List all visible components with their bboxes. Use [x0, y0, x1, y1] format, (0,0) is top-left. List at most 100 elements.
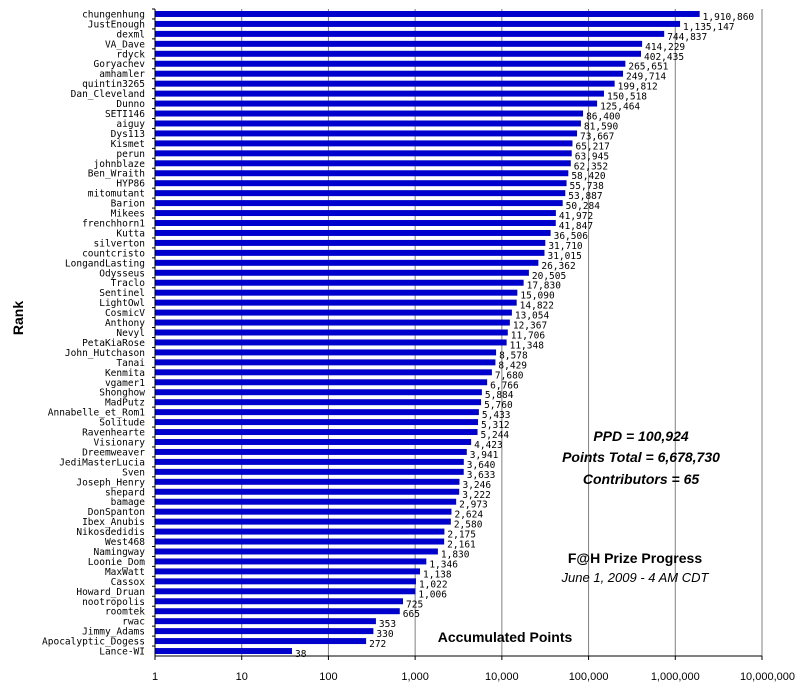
bar: [155, 588, 416, 595]
bar: [155, 578, 416, 585]
value-label: 353: [379, 619, 396, 630]
bar: [155, 160, 571, 167]
category-label: JustEnough: [88, 19, 145, 30]
category-label: Ravenhearte: [82, 428, 145, 439]
value-label: 41,847: [559, 221, 593, 232]
bar: [155, 608, 400, 615]
value-labels: 1,910,8601,135,147744,837414,229402,4352…: [295, 12, 754, 660]
bar: [155, 20, 681, 27]
bars: [155, 10, 700, 655]
category-label: Sven: [122, 467, 145, 478]
value-label: 8,578: [499, 350, 528, 361]
bar: [155, 289, 518, 296]
value-label: 55,738: [570, 181, 605, 192]
category-label: vgamer1: [105, 378, 145, 389]
value-label: 26,362: [541, 261, 575, 272]
value-label: 5,244: [481, 430, 510, 441]
category-label: quintin3265: [82, 79, 145, 90]
value-label: 36,506: [554, 231, 589, 242]
category-label: Solitude: [99, 418, 145, 429]
bar: [155, 538, 445, 545]
value-label: 4,423: [474, 440, 503, 451]
category-labels: chungenhungJustEnoughdexmlVA_DaverdyckGo…: [42, 9, 145, 657]
value-label: 62,352: [574, 161, 608, 172]
category-label: Kismet: [111, 139, 145, 150]
bar: [155, 170, 569, 177]
category-label: Howard_Druan: [76, 587, 145, 598]
value-label: 5,312: [481, 420, 510, 431]
category-label: Anthony: [105, 318, 145, 329]
value-label: 2,624: [454, 510, 483, 521]
value-label: 1,138: [423, 569, 452, 580]
bar: [155, 60, 626, 67]
bar: [155, 110, 584, 117]
category-label: Kenmita: [105, 368, 145, 379]
bar: [155, 30, 665, 37]
category-label: Apocalyptic_Dogess: [42, 637, 145, 648]
contributors-annotation: Contributors = 65: [583, 471, 700, 487]
category-label: John_Hutchason: [65, 348, 145, 359]
value-label: 31,710: [548, 241, 583, 252]
value-label: 2,580: [454, 520, 483, 531]
x-tick-label: 10,000,000: [740, 671, 795, 683]
value-label: 330: [376, 629, 393, 640]
bar: [155, 40, 643, 47]
bar: [155, 439, 472, 445]
value-label: 41,972: [559, 211, 593, 222]
category-label: countcristo: [82, 248, 145, 259]
bar: [155, 239, 546, 246]
x-tick-label: 100: [319, 671, 337, 683]
bar: [155, 229, 551, 236]
value-label: 63,945: [575, 151, 609, 162]
bar: [155, 70, 624, 77]
category-label: rdyck: [116, 49, 145, 60]
category-label: Namingway: [94, 547, 146, 558]
value-label: 11,348: [510, 340, 545, 351]
category-label: VA_Dave: [105, 39, 145, 50]
category-label: frenchhorn1: [82, 219, 145, 230]
bar: [155, 259, 539, 266]
value-label: 2,161: [447, 540, 476, 551]
bar: [155, 339, 507, 346]
value-label: 13,054: [515, 311, 550, 322]
value-label: 3,222: [462, 490, 491, 501]
bar: [155, 10, 700, 17]
category-label: Dys113: [111, 129, 145, 140]
category-label: chungenhung: [82, 9, 145, 20]
value-label: 31,015: [547, 251, 581, 262]
bar: [155, 458, 464, 465]
category-label: MaxWatt: [105, 567, 145, 578]
bar: [155, 359, 496, 366]
x-axis-label: Accumulated Points: [438, 629, 573, 645]
bar: [155, 598, 404, 605]
category-label: Goryachev: [94, 59, 146, 70]
x-tick-label: 10: [236, 671, 248, 683]
value-label: 86,400: [586, 112, 621, 123]
value-label: 1,006: [418, 589, 447, 600]
value-label: 2,175: [447, 530, 476, 541]
bar: [155, 628, 374, 635]
category-label: DonSpanton: [88, 507, 145, 518]
bar: [155, 279, 524, 286]
bar: [155, 508, 452, 515]
bar: [155, 269, 529, 276]
category-label: MadPutz: [105, 398, 145, 409]
value-label: 1,346: [429, 559, 458, 570]
x-tick-label: 1,000: [401, 671, 429, 683]
value-label: 1,022: [419, 579, 448, 590]
category-label: Shonghow: [99, 388, 145, 399]
category-label: LightOwl: [99, 298, 145, 309]
value-label: 20,505: [532, 271, 566, 282]
x-tick-label: 1: [152, 671, 158, 683]
bar: [155, 150, 572, 157]
category-label: Annabelle_et_Rom1: [48, 408, 146, 419]
category-label: JediMasterLucia: [59, 457, 145, 468]
bar: [155, 548, 438, 555]
bar: [155, 429, 478, 436]
y-axis-label: Rank: [10, 301, 26, 335]
value-label: 53,887: [568, 191, 602, 202]
value-label: 150,518: [607, 92, 647, 103]
bar: [155, 180, 567, 187]
chart-subtitle: June 1, 2009 - 4 AM CDT: [561, 570, 710, 585]
